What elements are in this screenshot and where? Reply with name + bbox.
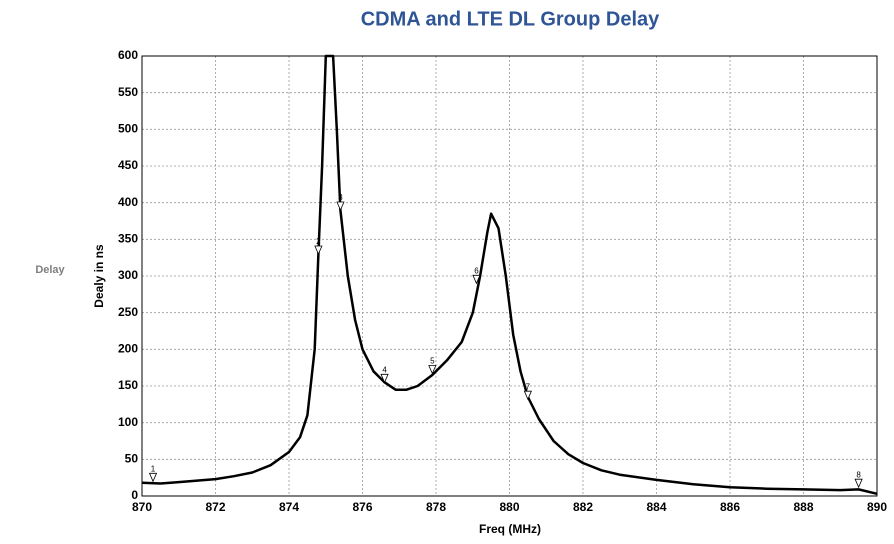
delay-line [141,54,878,496]
marker [472,274,481,285]
y-tick-label: 550 [118,85,138,99]
y-tick-label: 450 [118,158,138,172]
y-tick-label: 200 [118,342,138,356]
y-tick-label: 250 [118,305,138,319]
marker [428,365,437,375]
marker-label: 2 [316,237,321,246]
x-tick-label: 874 [279,500,299,514]
x-tick-label: 876 [352,500,372,514]
x-tick-label: 878 [426,500,446,514]
y-tick-label: 0 [131,488,138,502]
marker-label: 4 [382,365,387,374]
y-axis-label: Dealy in ns [92,244,106,308]
marker-label: 7 [526,382,531,391]
x-tick-label: 882 [573,500,593,514]
x-tick-label: 890 [867,500,887,514]
chart-title: CDMA and LTE DL Group Delay [361,8,660,30]
y-tick-label: 100 [118,415,138,429]
y-tick-label: 600 [118,48,138,62]
marker [314,245,323,255]
marker-label: 3 [338,193,343,202]
marker-label: 6 [474,266,479,275]
y-tick-label: 400 [118,195,138,209]
y-tick-label: 150 [118,378,138,392]
plot-frame [141,55,878,497]
y-tick-label: 300 [118,268,138,282]
marker-label: 8 [856,470,861,479]
marker [854,478,863,489]
y-tick-label: 50 [125,452,139,466]
marker [523,390,532,401]
y-tick-label: 500 [118,122,138,136]
x-tick-label: 886 [720,500,740,514]
marker [336,201,345,211]
x-tick-label: 888 [793,500,813,514]
marker [148,472,158,483]
marker-label: 5 [430,357,435,366]
x-tick-label: 870 [132,500,152,514]
y-tick-label: 350 [118,232,138,246]
x-axis-label: Freq (MHz) [479,522,541,536]
x-tick-label: 884 [646,500,666,514]
side-label: Delay [35,264,65,276]
x-tick-label: 872 [205,500,225,514]
marker [380,373,389,384]
x-tick-label: 880 [499,500,519,514]
marker-label: 1 [151,464,156,473]
